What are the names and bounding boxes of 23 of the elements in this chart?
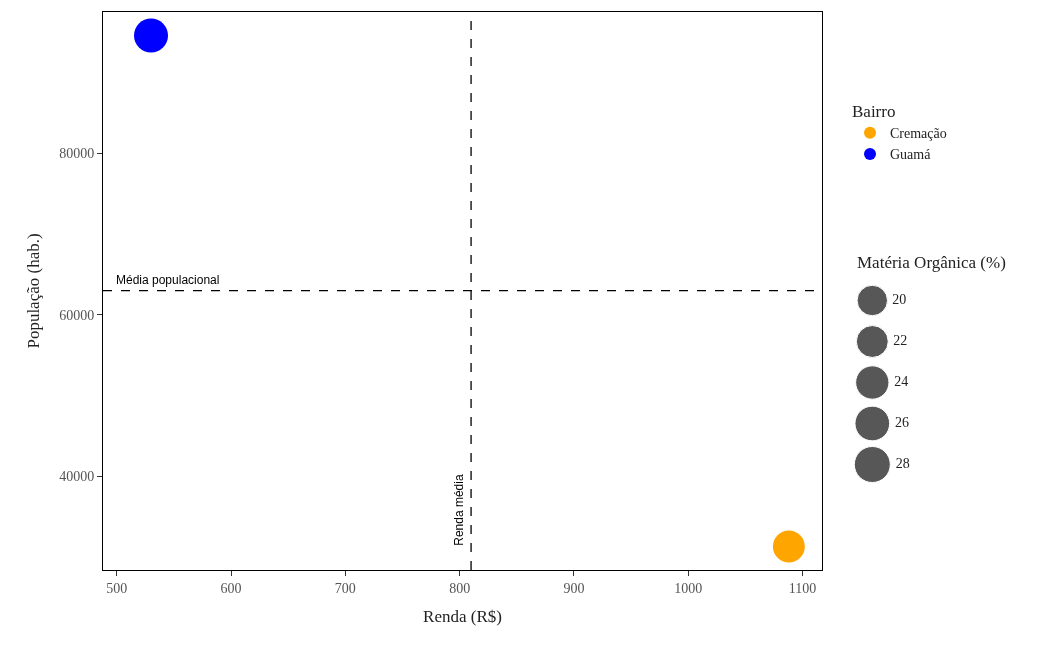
- x-axis-title: Renda (R$): [423, 607, 502, 627]
- x-tick-label: 1000: [674, 580, 703, 596]
- x-tick-label: 1100: [788, 580, 817, 596]
- legend-label: Cremação: [890, 126, 947, 142]
- ref-line-label: Renda média: [452, 474, 467, 546]
- x-tick-label: 600: [220, 580, 242, 596]
- legend-label: 24: [894, 374, 909, 389]
- y-tick-label: 80000: [59, 146, 95, 162]
- y-tick-label: 60000: [59, 307, 95, 323]
- x-tick-label: 900: [563, 580, 585, 596]
- legend-label: 22: [893, 333, 908, 348]
- text: Matéria Orgânica (%): [857, 253, 1006, 272]
- x-tick-label: 700: [334, 580, 356, 596]
- x-tick-label: 800: [449, 580, 471, 596]
- legend-label: 26: [894, 415, 909, 430]
- x-tick-label: 500: [106, 580, 128, 596]
- legend-label: 28: [895, 456, 910, 471]
- y-axis-title: População (hab.): [23, 233, 43, 349]
- legend-title: Bairro: [852, 102, 896, 122]
- y-tick-label: 40000: [59, 469, 95, 485]
- legend-label: Guamá: [890, 147, 932, 163]
- legend-label: 20: [892, 292, 907, 307]
- ref-line-label: Média populacional: [116, 273, 220, 287]
